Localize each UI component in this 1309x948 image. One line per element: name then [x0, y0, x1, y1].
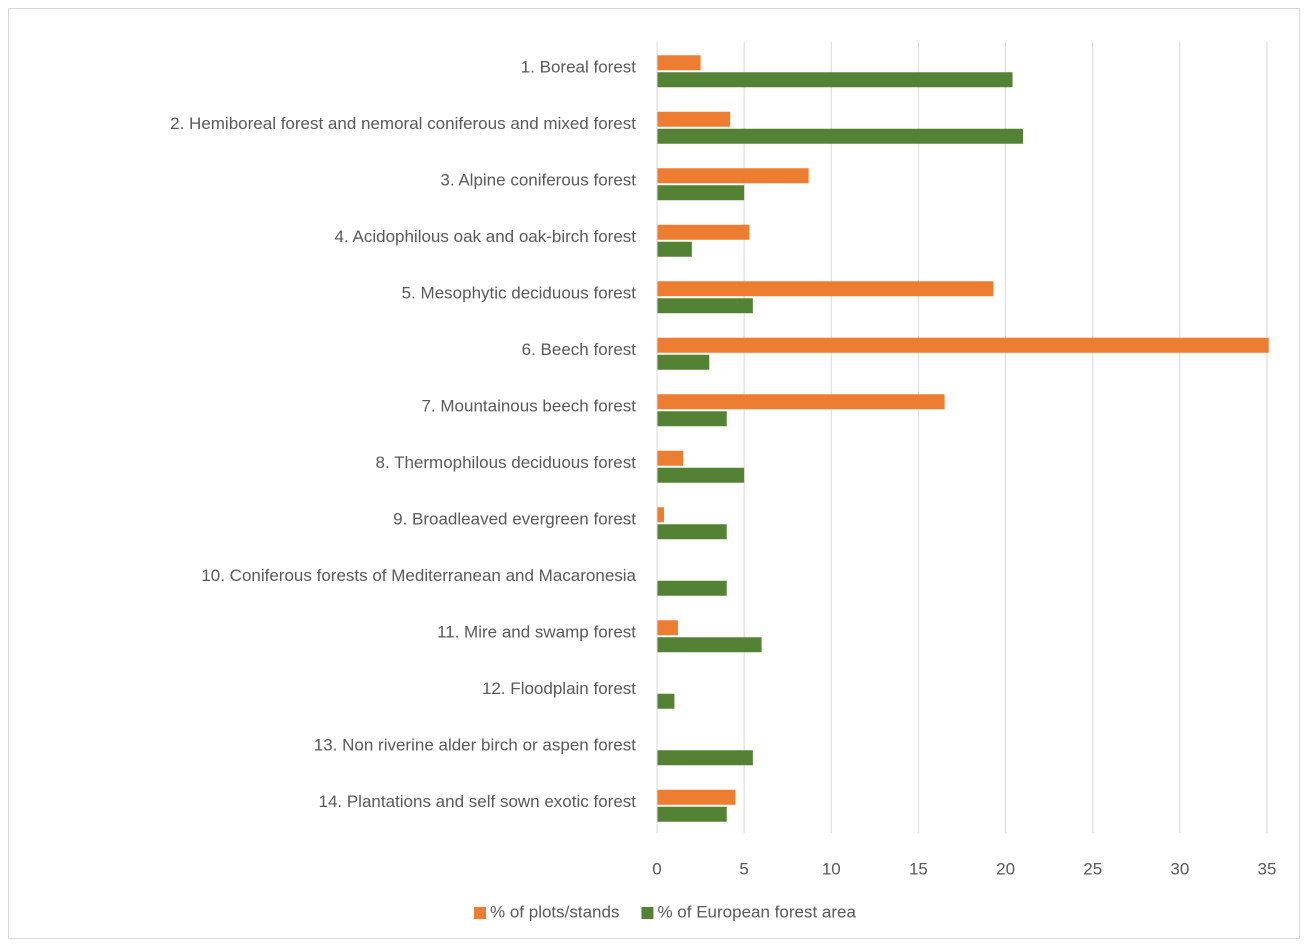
y-tick-label: 9. Broadleaved evergreen forest [393, 510, 636, 529]
bar [657, 224, 750, 240]
bar [657, 693, 675, 709]
y-tick-label: 3. Alpine coniferous forest [440, 171, 636, 190]
bar [657, 128, 1023, 144]
bar [657, 185, 745, 201]
bar [657, 337, 1269, 353]
bar [657, 524, 727, 540]
y-tick-label: 7. Mountainous beech forest [421, 397, 636, 416]
y-tick-label: 2. Hemiboreal forest and nemoral conifer… [170, 114, 636, 133]
bar [657, 789, 736, 805]
x-tick-label: 35 [1258, 859, 1277, 878]
legend-swatch [474, 907, 486, 919]
bar [657, 354, 710, 370]
bar [657, 806, 727, 822]
y-tick-label: 10. Coniferous forests of Mediterranean … [201, 566, 636, 585]
x-tick-label: 25 [1083, 859, 1102, 878]
bar [657, 281, 994, 297]
legend-label: % of plots/stands [490, 902, 619, 921]
bar [657, 168, 809, 184]
y-tick-label: 6. Beech forest [522, 340, 637, 359]
bar [657, 241, 692, 257]
bar [657, 507, 664, 523]
bar [657, 467, 745, 483]
legend-label: % of European forest area [657, 902, 856, 921]
chart-border [8, 8, 1300, 939]
y-tick-label: 14. Plantations and self sown exotic for… [318, 792, 636, 811]
y-tick-label: 4. Acidophilous oak and oak-birch forest [335, 227, 637, 246]
y-tick-label: 12. Floodplain forest [482, 679, 636, 698]
y-tick-label: 11. Mire and swamp forest [437, 623, 636, 642]
bar [657, 750, 753, 766]
y-tick-label: 5. Mesophytic deciduous forest [402, 284, 637, 303]
y-tick-label: 1. Boreal forest [521, 58, 637, 77]
y-tick-label: 8. Thermophilous deciduous forest [375, 453, 636, 472]
bar [657, 620, 678, 636]
bar [657, 580, 727, 596]
x-tick-label: 30 [1170, 859, 1189, 878]
y-tick-label: 13. Non riverine alder birch or aspen fo… [314, 736, 636, 755]
x-tick-label: 0 [652, 859, 661, 878]
x-tick-label: 15 [909, 859, 928, 878]
bar [657, 72, 1013, 88]
legend-swatch [641, 907, 654, 919]
x-tick-label: 10 [822, 859, 841, 878]
x-tick-label: 20 [996, 859, 1015, 878]
bar [657, 111, 731, 127]
bar [657, 450, 684, 466]
bar [657, 411, 727, 427]
x-tick-label: 5 [739, 859, 748, 878]
bar [657, 394, 945, 410]
bar [657, 637, 762, 653]
bar [657, 298, 753, 314]
bar [657, 55, 701, 71]
